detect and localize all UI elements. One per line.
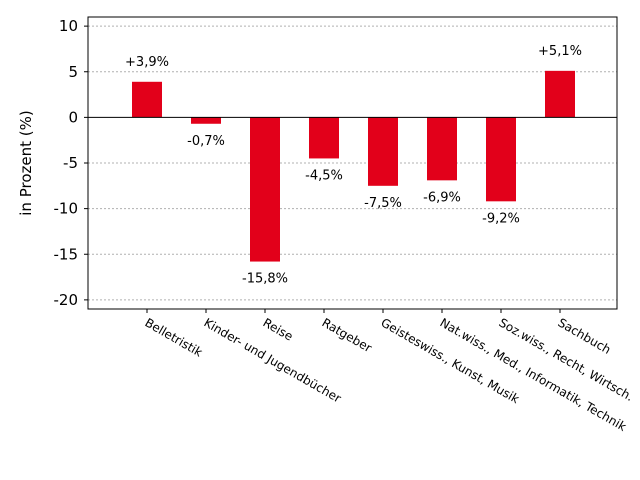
- bar: [486, 117, 516, 202]
- y-axis-title: in Prozent (%): [17, 110, 35, 215]
- data-label: -4,5%: [305, 168, 343, 183]
- category-label: Ratgeber: [320, 315, 375, 355]
- data-labels: +3,9% -0,7% -15,8% -4,5% -7,5% -6,9% -9,2% +5,1…: [125, 44, 582, 287]
- bar: [427, 117, 457, 181]
- bar: [545, 70, 575, 118]
- data-label: -7,5%: [364, 196, 402, 211]
- bar: [191, 117, 221, 124]
- data-label: +5,1%: [538, 44, 582, 59]
- y-tick-label: 10: [59, 17, 78, 35]
- grid-lines: [88, 25, 617, 301]
- category-label: Reise: [261, 315, 296, 343]
- y-tick-label: 0: [68, 108, 78, 126]
- data-label: -9,2%: [482, 211, 520, 226]
- y-axis: 10 5 0 -5 -10 -15 -20: [54, 17, 88, 309]
- bar: [132, 81, 162, 118]
- bar: [250, 117, 280, 262]
- y-tick-label: -20: [54, 291, 79, 309]
- category-label: Belletristik: [143, 315, 205, 359]
- bar: [309, 117, 339, 159]
- data-label: +3,9%: [125, 55, 169, 70]
- data-label: -6,9%: [423, 190, 461, 205]
- data-label: -15,8%: [242, 272, 288, 287]
- y-tick-label: -10: [54, 200, 79, 218]
- bar: [368, 117, 398, 186]
- data-label: -0,7%: [187, 134, 225, 149]
- y-tick-label: -15: [54, 245, 79, 263]
- y-tick-label: 5: [68, 63, 78, 81]
- y-tick-label: -5: [63, 154, 78, 172]
- bars: [132, 70, 575, 262]
